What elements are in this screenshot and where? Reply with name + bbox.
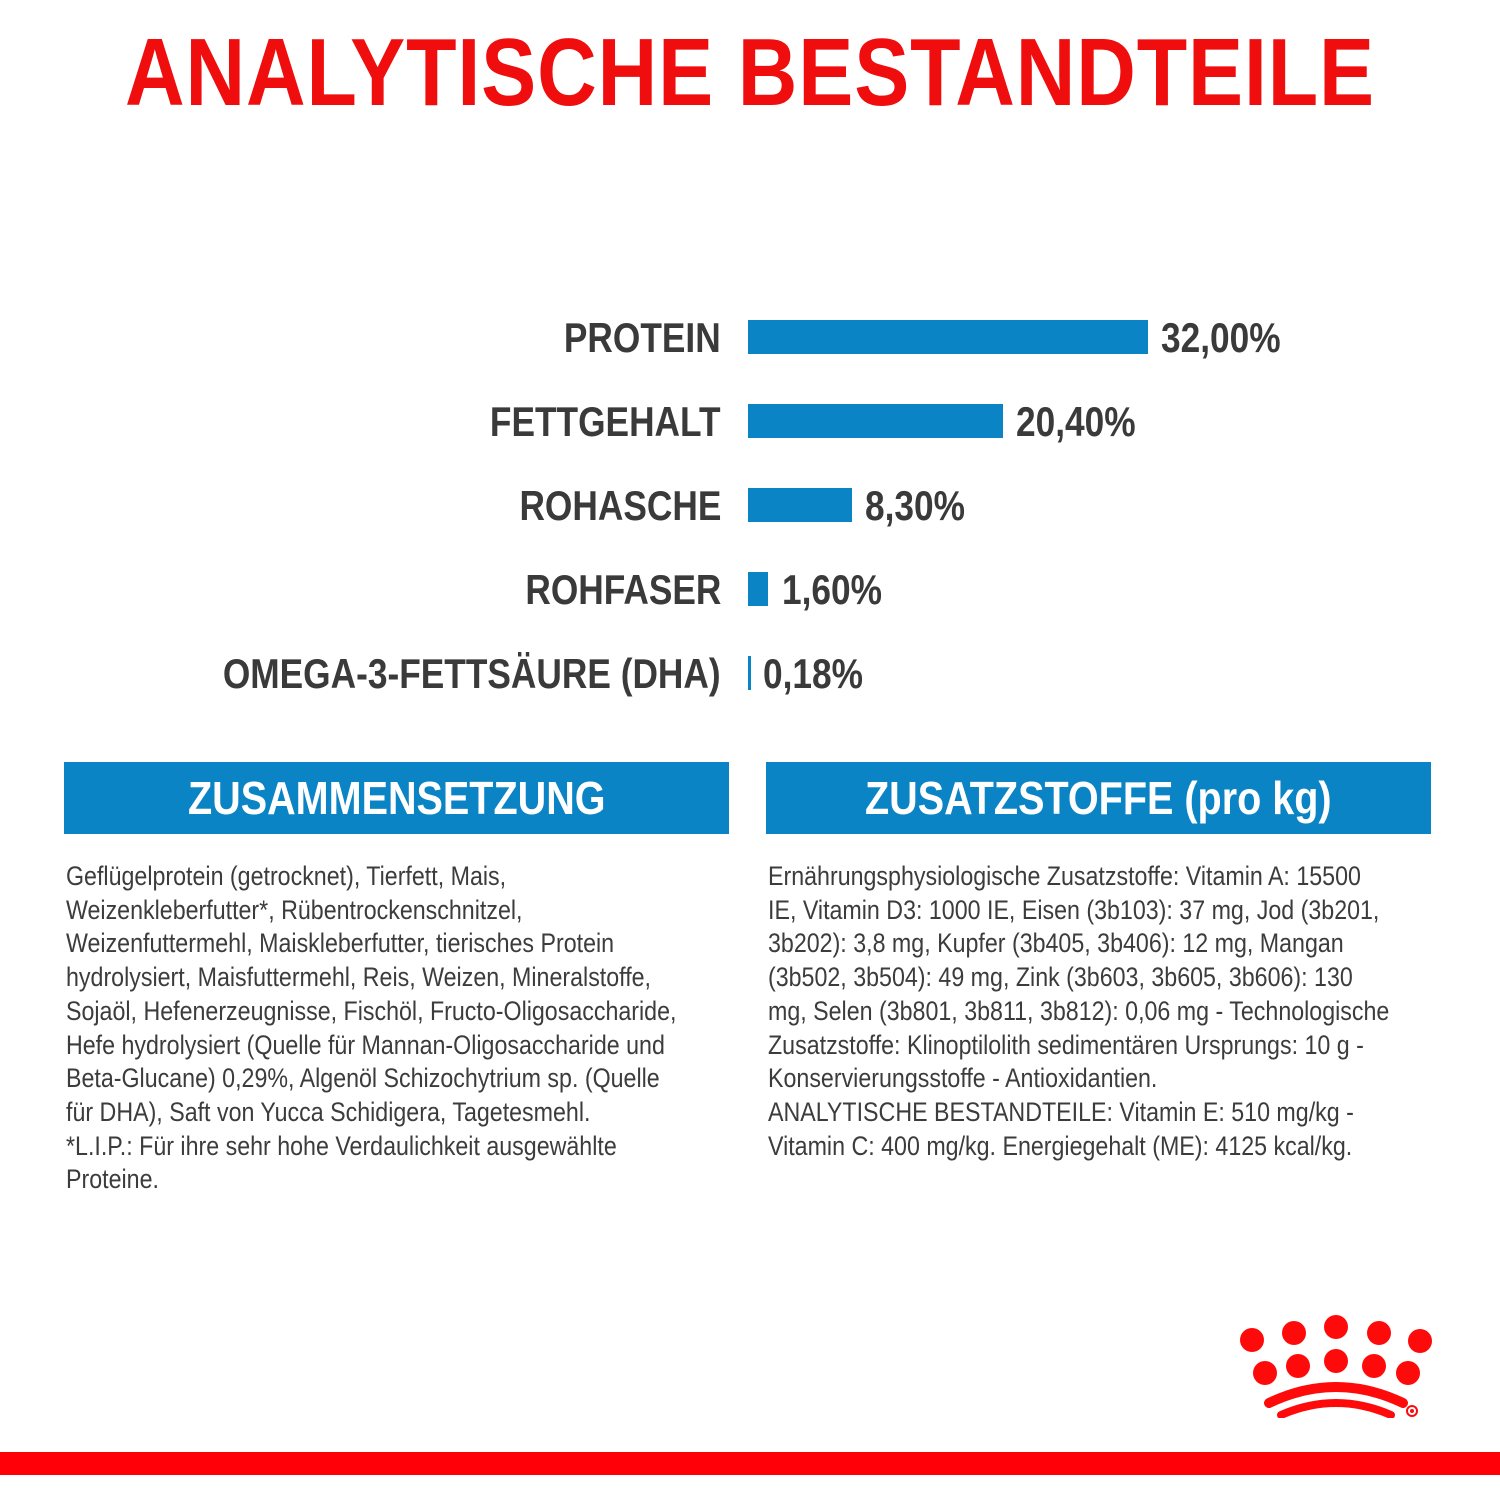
text-line: Zusatzstoffe: Klinoptilolith sedimentäre… <box>768 1029 1364 1060</box>
text-line: (3b502, 3b504): 49 mg, Zink (3b603, 3b60… <box>768 962 1353 993</box>
bar <box>748 656 751 690</box>
bar-label: ROHASCHE <box>519 482 721 529</box>
bar-value: 8,30% <box>865 482 966 529</box>
text-line: Beta-Glucane) 0,29%, Algenöl Schizochytr… <box>66 1063 660 1094</box>
bar-value: 20,40% <box>1016 398 1136 445</box>
text-line: 3b202): 3,8 mg, Kupfer (3b405, 3b406): 1… <box>768 928 1344 959</box>
text-line: Geflügelprotein (getrocknet), Tierfett, … <box>66 861 507 891</box>
additives-header: ZUSATZSTOFFE (pro kg) <box>766 762 1431 834</box>
text-line: Hefe hydrolysiert (Quelle für Mannan-Oli… <box>66 1029 665 1060</box>
bar-value: 32,00% <box>1161 314 1281 361</box>
page-title: ANALYTISCHE BESTANDTEILE <box>125 19 1375 126</box>
text-line: *L.I.P.: Für ihre sehr hohe Verdaulichke… <box>66 1130 617 1161</box>
bar-label: FETTGEHALT <box>490 398 721 445</box>
bar-row-fettgehalt: FETTGEHALT 20,40% <box>0 398 1500 445</box>
text-line: Konservierungsstoffe - Antioxidantien. <box>768 1063 1158 1094</box>
bar-label: ROHFASER <box>524 566 721 613</box>
bar-row-omega3: OMEGA-3-FETTSÄURE (DHA) 0,18% <box>0 650 1500 697</box>
text-line: Proteine. <box>66 1164 159 1195</box>
bar-row-protein: PROTEIN 32,00% <box>0 314 1500 361</box>
text-line: IE, Vitamin D3: 1000 IE, Eisen (3b103): … <box>768 894 1380 925</box>
footer-accent-bar <box>0 1452 1500 1475</box>
bar <box>748 488 852 522</box>
bar-label: OMEGA-3-FETTSÄURE (DHA) <box>223 650 721 697</box>
bar-row-rohfaser: ROHFASER 1,60% <box>0 566 1500 613</box>
additives-header-text: ZUSATZSTOFFE (pro kg) <box>865 772 1332 824</box>
composition-header-text: ZUSAMMENSETZUNG <box>187 772 606 824</box>
composition-header: ZUSAMMENSETZUNG <box>64 762 729 834</box>
bar-value: 0,18% <box>763 650 864 697</box>
text-line: hydrolysiert, Maisfuttermehl, Reis, Weiz… <box>66 962 652 993</box>
text-line: Sojaöl, Hefenerzeugnisse, Fischöl, Fruct… <box>66 995 677 1026</box>
crown-icon <box>1240 1315 1432 1418</box>
text-line: mg, Selen (3b801, 3b811, 3b812): 0,06 mg… <box>768 995 1390 1026</box>
text-line: Ernährungsphysiologische Zusatzstoffe: V… <box>768 861 1361 891</box>
bar <box>748 572 768 606</box>
text-line: Weizenkleberfutter*, Rübentrockenschnitz… <box>66 894 523 925</box>
text-line: für DHA), Saft von Yucca Schidigera, Tag… <box>66 1096 591 1127</box>
bar-label: PROTEIN <box>564 314 721 361</box>
text-line: Vitamin C: 400 mg/kg. Energiegehalt (ME)… <box>768 1130 1353 1161</box>
bar-value: 1,60% <box>782 566 883 613</box>
composition-text: Geflügelprotein (getrocknet), Tierfett, … <box>66 860 676 1197</box>
bar-row-rohasche: ROHASCHE 8,30% <box>0 482 1500 529</box>
text-line: Weizenfuttermehl, Maiskleberfutter, tier… <box>66 928 615 959</box>
bar <box>748 320 1148 354</box>
additives-text: Ernährungsphysiologische Zusatzstoffe: V… <box>768 860 1389 1163</box>
text-line: ANALYTISCHE BESTANDTEILE: Vitamin E: 510… <box>768 1096 1354 1127</box>
bar <box>748 404 1003 438</box>
